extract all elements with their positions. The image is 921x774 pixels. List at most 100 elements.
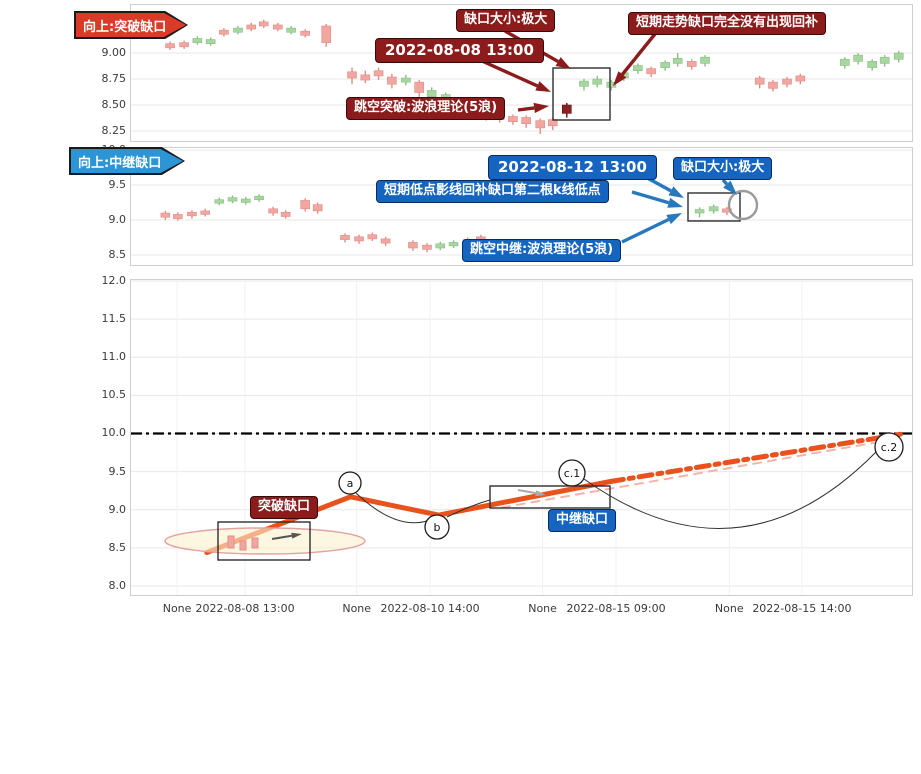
candle-body	[879, 56, 890, 64]
candle-body	[286, 27, 296, 33]
tag-no-backfill: 短期走势缺口完全没有出现回补	[628, 12, 827, 35]
y-tick-label: 8.5	[108, 540, 127, 554]
tag-breakout-gap-bottom: 突破缺口	[250, 496, 319, 519]
candle-body	[700, 56, 710, 64]
candle-body	[408, 242, 418, 249]
candle-body	[347, 71, 357, 79]
candle-body	[179, 42, 189, 48]
candle-body	[619, 72, 629, 79]
x-tick-label: 2022-08-10 14:00	[380, 602, 480, 615]
panel-trend-line	[130, 279, 913, 596]
tag-relay-gap-bottom: 中继缺口	[548, 509, 617, 532]
x-tick-label: None	[162, 602, 192, 615]
candle-body	[387, 76, 397, 85]
y-tick-label: 9.0	[108, 502, 127, 516]
candle-body	[435, 243, 446, 249]
y-tick-label: 9.5	[108, 178, 127, 192]
banner-arrow-shape: 向上:中继缺口	[71, 149, 183, 173]
y-tick-label: 11.5	[101, 312, 127, 326]
candle-body	[280, 212, 291, 217]
y-tick-label: 8.50	[101, 98, 127, 112]
candle-body	[367, 234, 378, 240]
candle-body	[660, 62, 671, 68]
tag-relay-theory: 跳空中继:波浪理论(5浪)	[462, 239, 622, 262]
candle-body	[340, 235, 350, 240]
y-tick-label: 9.5	[108, 464, 127, 478]
y-tick-label: 8.5	[108, 247, 127, 261]
tag-gap-size-top: 缺口大小:极大	[456, 9, 556, 32]
y-tick-label: 10.0	[101, 426, 127, 440]
candle-body	[401, 77, 411, 83]
banner-up-relay-gap: 向上:中继缺口	[69, 147, 185, 175]
candle-body	[300, 30, 310, 36]
x-tick-label: None	[714, 602, 744, 615]
x-tick-label: None	[342, 602, 372, 615]
tag-breakout-datetime: 2022-08-08 13:00	[375, 38, 544, 64]
candle-body	[672, 57, 683, 64]
candle-body	[300, 200, 310, 210]
x-tick-label: 2022-08-15 09:00	[566, 602, 666, 615]
candle-body	[312, 204, 323, 212]
candle-body	[561, 104, 572, 114]
candle-body	[646, 68, 656, 75]
y-tick-label: 12.0	[101, 273, 127, 287]
candle-body	[893, 52, 904, 60]
candle-body	[722, 208, 732, 213]
candle-body	[782, 78, 792, 85]
candle-body	[508, 116, 518, 122]
candle-body	[606, 81, 617, 88]
candle-body	[205, 39, 216, 44]
banner-arrow-shape: 向上:突破缺口	[76, 13, 186, 37]
candle-body	[867, 61, 877, 68]
x-tick-label: None	[528, 602, 557, 615]
candle-body	[241, 198, 251, 203]
x-tick-label: 2022-08-08 13:00	[195, 602, 295, 615]
y-tick-label: 9.0	[108, 213, 127, 226]
candle-body	[853, 54, 863, 62]
y-tick-label: 8.75	[101, 72, 127, 86]
candle-body	[321, 25, 332, 43]
candle-body	[579, 80, 589, 87]
candle-body	[254, 195, 264, 201]
trend-line-chart	[131, 280, 912, 595]
y-tick-label: 10.5	[101, 388, 127, 402]
candle-body	[373, 70, 384, 77]
candle-body	[214, 199, 225, 204]
candle-body	[694, 209, 705, 214]
candle-body	[219, 29, 229, 35]
banner-up-breakout-gap: 向上:突破缺口	[74, 11, 188, 39]
candle-body	[414, 81, 424, 93]
candle-body	[840, 58, 850, 66]
candle-body	[754, 77, 765, 85]
candle-body	[448, 242, 459, 247]
x-tick-label: 2022-08-15 14:00	[752, 602, 852, 615]
candle-body	[535, 120, 546, 129]
tag-breakout-theory: 跳空突破:波浪理论(5浪)	[346, 97, 506, 120]
y-tick-label: 8.0	[108, 579, 127, 592]
candle-body	[547, 119, 558, 127]
candle-body	[380, 238, 391, 244]
candle-body	[686, 61, 697, 67]
banner-label: 向上:突破缺口	[83, 19, 167, 35]
candle-body	[246, 24, 257, 30]
candle-body	[233, 27, 243, 33]
candle-body	[426, 90, 437, 98]
candle-body	[708, 206, 719, 212]
series-wave-trend-projection	[608, 431, 903, 484]
banner-label: 向上:中继缺口	[78, 155, 162, 171]
tag-gap-size-middle: 缺口大小:极大	[673, 157, 773, 180]
y-tick-label: 9.00	[101, 46, 127, 60]
candle-body	[268, 208, 278, 214]
candle-body	[795, 75, 806, 82]
candle-body	[258, 21, 269, 27]
candle-body	[592, 78, 603, 85]
series-projection-alt	[501, 438, 894, 509]
y-tick-label: 11.0	[101, 350, 127, 364]
candle-body	[160, 212, 171, 218]
candle-body	[200, 210, 210, 215]
candle-body	[633, 65, 643, 72]
candle-body	[187, 212, 197, 217]
candle-body	[165, 43, 175, 49]
candle-body	[422, 244, 432, 250]
